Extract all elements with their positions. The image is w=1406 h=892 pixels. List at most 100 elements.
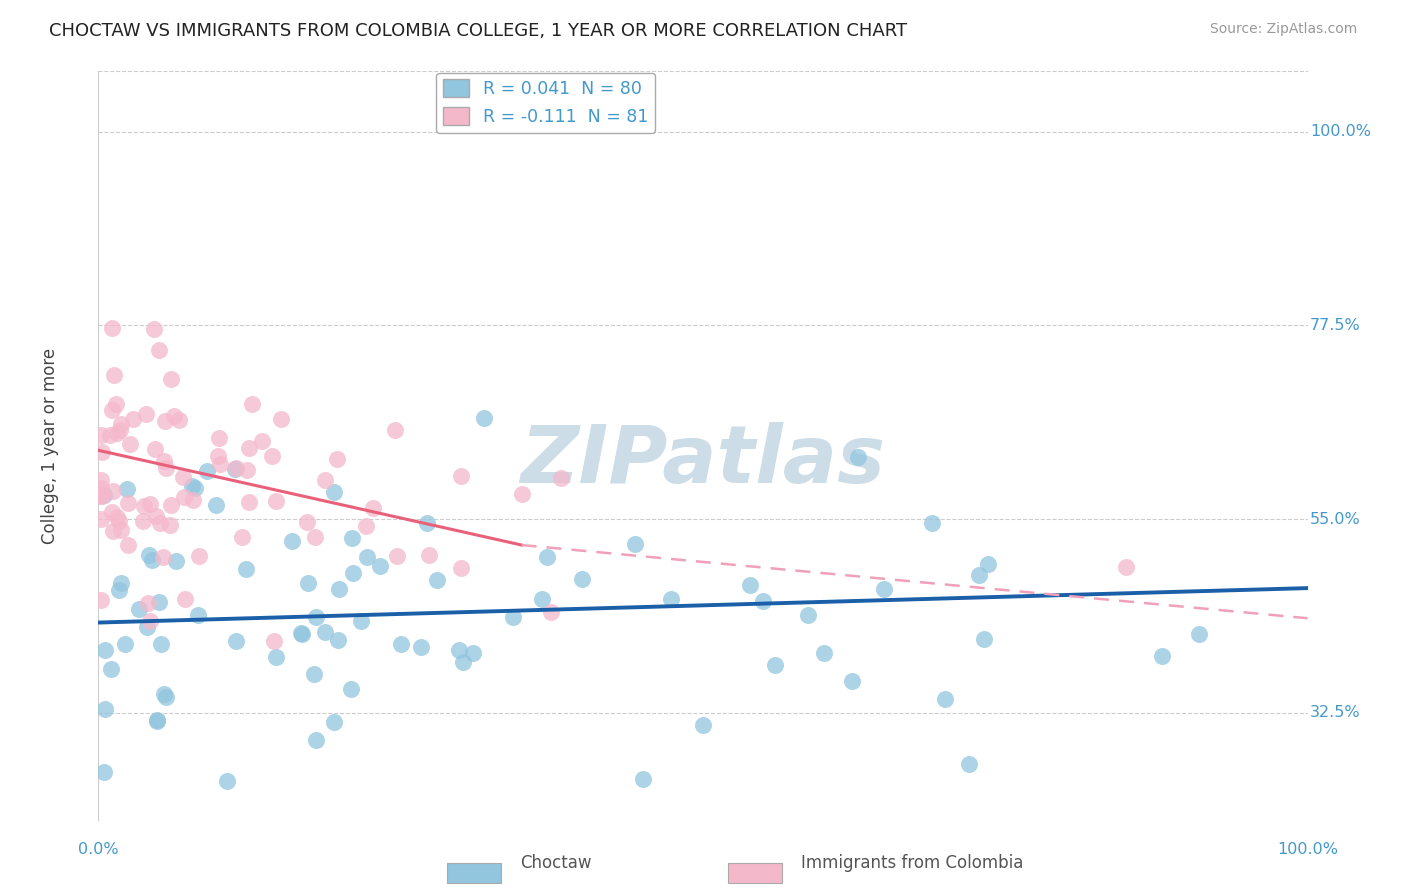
Point (304, 732, 326, 747)
Legend: R = 0.041  N = 80, R = -0.111  N = 81: R = 0.041 N = 80, R = -0.111 N = 81 (436, 72, 655, 133)
Point (139, 614, 162, 628)
Point (224, 462, 246, 476)
Point (977, 557, 1000, 571)
Point (205, 499, 228, 513)
Point (290, 625, 312, 640)
Point (143, 442, 166, 456)
Point (108, 423, 131, 437)
Point (163, 409, 186, 423)
Text: 100.0%: 100.0% (1277, 842, 1339, 857)
Point (117, 496, 139, 510)
Point (136, 596, 159, 610)
Point (118, 437, 141, 451)
Text: CHOCTAW VS IMMIGRANTS FROM COLOMBIA COLLEGE, 1 YEAR OR MORE CORRELATION CHART: CHOCTAW VS IMMIGRANTS FROM COLOMBIA COLL… (49, 22, 907, 40)
Point (225, 634, 247, 648)
Point (262, 449, 284, 463)
Point (155, 690, 177, 705)
Point (105, 510, 128, 524)
Point (356, 549, 378, 564)
Point (339, 682, 361, 697)
Point (145, 508, 167, 523)
Point (263, 634, 285, 648)
Point (323, 714, 346, 729)
Point (90, 489, 112, 503)
Text: College, 1 year or more: College, 1 year or more (41, 348, 59, 544)
Point (426, 573, 449, 587)
Point (322, 485, 344, 500)
Point (90, 473, 112, 487)
Point (1152, 649, 1174, 664)
Point (450, 469, 472, 483)
Point (215, 774, 238, 789)
Point (536, 550, 558, 565)
Point (624, 536, 647, 550)
Point (389, 637, 412, 651)
Text: 55.0%: 55.0% (1310, 512, 1361, 526)
Point (90, 489, 112, 503)
Point (302, 666, 325, 681)
Point (350, 615, 373, 629)
Text: 77.5%: 77.5% (1310, 318, 1361, 333)
Point (155, 460, 177, 475)
Point (921, 516, 943, 531)
Point (571, 573, 593, 587)
Point (150, 637, 173, 651)
Point (231, 530, 253, 544)
Point (172, 470, 194, 484)
Point (181, 492, 204, 507)
Point (90, 487, 112, 501)
Point (250, 434, 273, 449)
Point (110, 524, 132, 538)
Point (472, 411, 495, 425)
Point (235, 562, 257, 576)
Point (236, 463, 259, 477)
Point (418, 548, 440, 562)
Point (264, 494, 287, 508)
Point (101, 483, 124, 498)
Point (450, 560, 472, 574)
Point (159, 518, 181, 533)
Point (159, 498, 181, 512)
Point (105, 425, 128, 440)
Point (281, 534, 304, 549)
Point (631, 772, 654, 786)
Point (146, 714, 169, 728)
Point (135, 407, 157, 421)
Point (934, 692, 956, 706)
Point (361, 501, 384, 516)
Point (453, 656, 475, 670)
Point (270, 412, 292, 426)
Point (187, 549, 209, 563)
Point (208, 431, 231, 445)
Point (1188, 627, 1211, 641)
Point (957, 756, 980, 771)
Point (101, 524, 124, 538)
Point (187, 608, 209, 623)
Point (326, 452, 349, 467)
Point (169, 413, 191, 427)
Point (873, 582, 896, 596)
Point (449, 643, 471, 657)
Point (93, 488, 115, 502)
Point (110, 417, 132, 431)
Point (314, 473, 336, 487)
Point (659, 592, 682, 607)
Point (692, 718, 714, 732)
Point (101, 402, 124, 417)
Point (846, 450, 869, 464)
Point (90, 481, 112, 495)
Point (183, 481, 205, 495)
Point (136, 619, 159, 633)
Point (208, 457, 231, 471)
Point (531, 591, 554, 606)
Point (384, 424, 406, 438)
Text: ZIPatlas: ZIPatlas (520, 422, 886, 500)
Point (297, 515, 319, 529)
Point (101, 505, 124, 519)
Point (813, 646, 835, 660)
Point (342, 566, 364, 581)
Point (461, 646, 484, 660)
Point (1115, 560, 1137, 574)
Point (160, 372, 183, 386)
Point (240, 397, 263, 411)
